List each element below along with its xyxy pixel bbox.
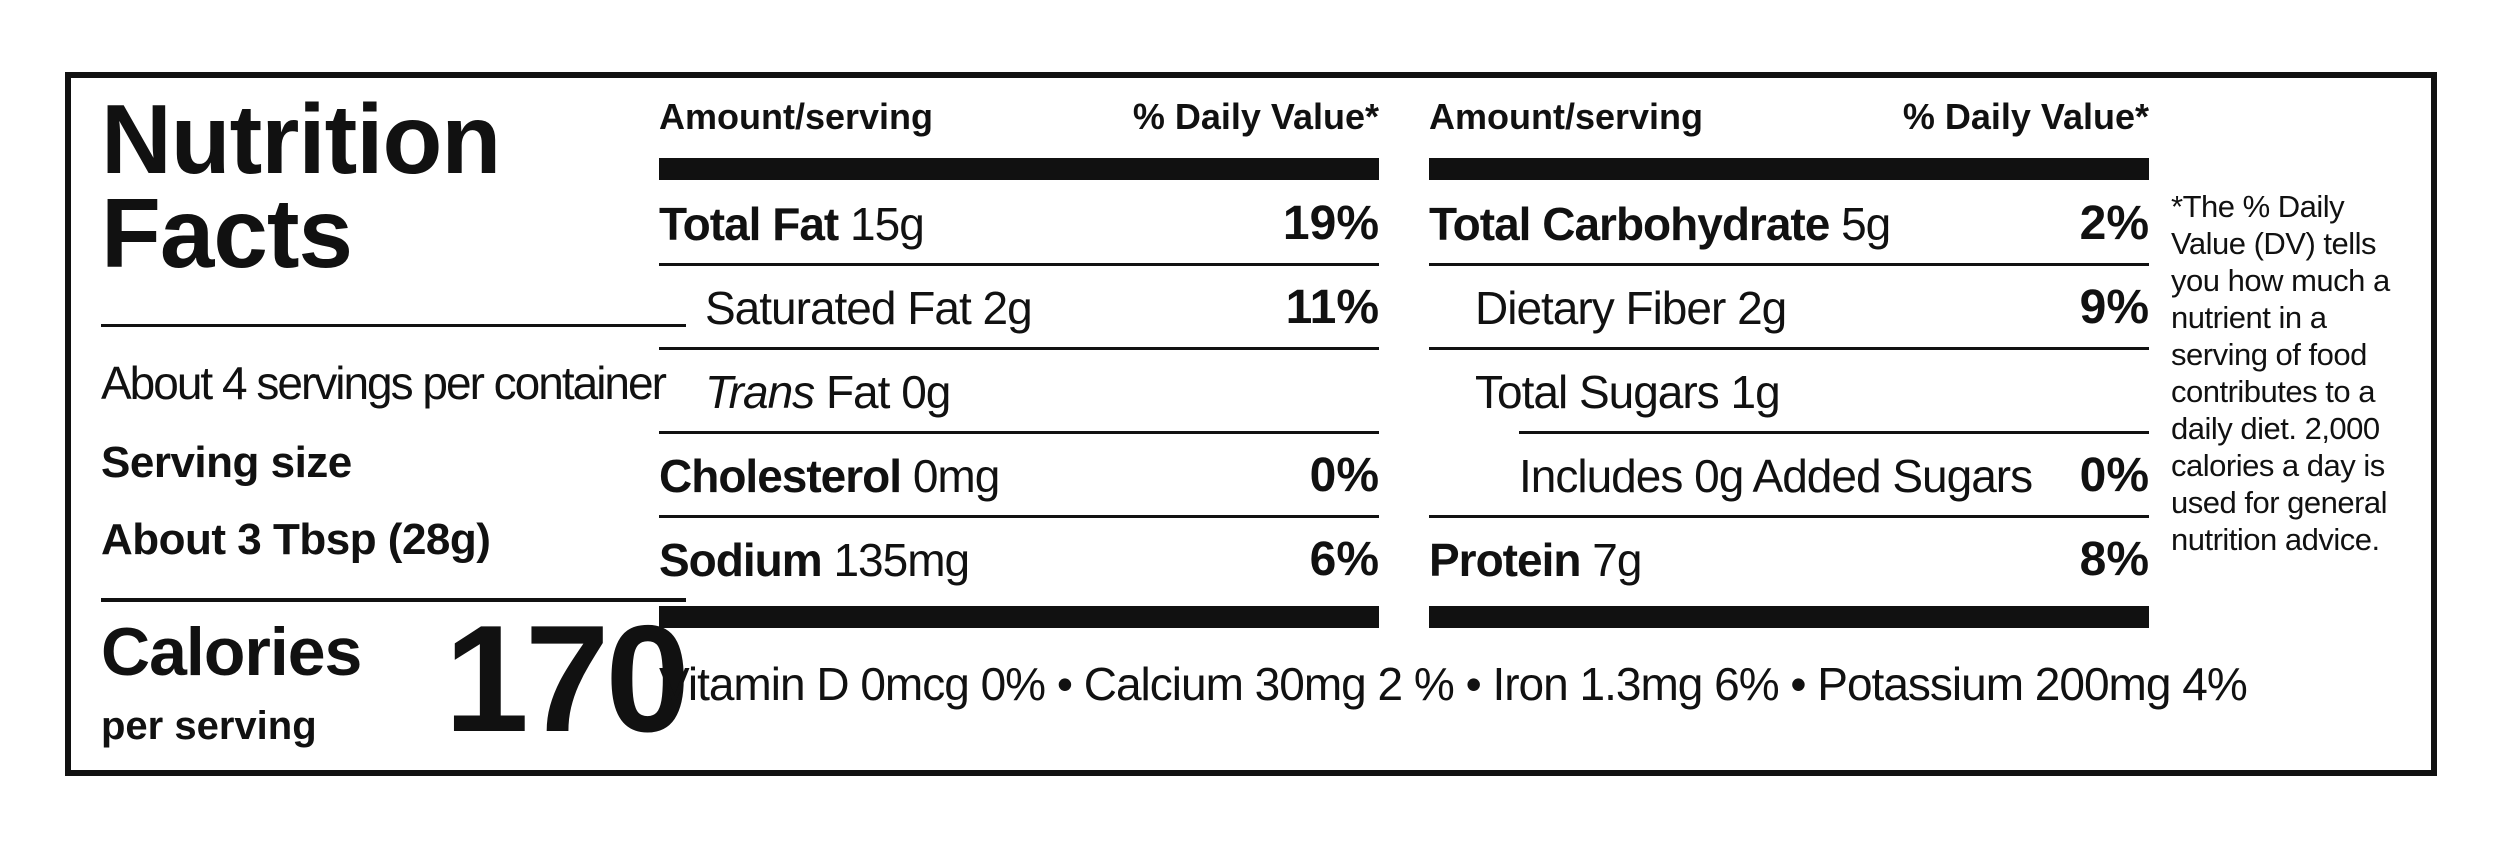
nutrient-amount: 5g [1841,198,1891,250]
divider [101,598,686,602]
row-divider [1429,263,2149,266]
nutrient-dv: 0% [2079,449,2149,502]
header-daily-value: % Daily Value* [1132,96,1379,137]
nutrient-name: Cholesterol 0mg [659,434,1000,518]
nutrient-row-total-sugars: Total Sugars 1g [1429,350,2149,434]
row-divider [659,347,1379,350]
nutrient-dv: 8% [2079,533,2149,586]
nutrient-amount: 0g [901,366,951,418]
nutrient-name: Protein 7g [1429,518,1642,602]
nutrient-amount: 1g [1730,366,1780,418]
nutrient-name: Trans Fat 0g [659,350,951,434]
nutrient-label-rest: Added Sugars [1752,450,2034,502]
nutrient-label: Protein [1429,534,1581,586]
row-divider [659,431,1379,434]
divider [101,324,686,327]
nutrient-label: Cholesterol [659,450,902,502]
label-left-column: Nutrition Facts About 4 servings per con… [101,78,690,770]
nutrient-row-saturated-fat: Saturated Fat 2g 11% [659,266,1379,350]
nutrient-dv: 6% [1309,533,1379,586]
header-amount: Amount/serving [659,96,934,137]
nutrient-row-trans-fat: Trans Fat 0g [659,350,1379,434]
nutrient-label: Fat [825,366,890,418]
servings-per-container: About 4 servings per container [101,357,667,409]
nutrient-label: Saturated Fat [705,282,972,334]
nutrient-amount: 0g [1694,450,1744,502]
vitamins-minerals-line: Vitamin D 0mcg 0% • Calcium 30mg 2 % • I… [659,658,2248,710]
calories-value: 170 [444,594,690,764]
row-divider [659,515,1379,518]
nutrient-row-dietary-fiber: Dietary Fiber 2g 9% [1429,266,2149,350]
nutrient-dv: 9% [2079,281,2149,334]
nutrition-facts-label: Nutrition Facts About 4 servings per con… [65,72,2437,776]
title-line-1: Nutrition [101,84,501,194]
thick-bar [659,606,1379,628]
nutrient-amount: 2g [1737,282,1787,334]
nutrient-dv: 0% [1309,449,1379,502]
header-daily-value: % Daily Value* [1902,96,2149,137]
thick-bar [1429,606,2149,628]
nutrient-name: Saturated Fat 2g [659,266,1033,350]
thick-bar [1429,158,2149,180]
nutrient-dv: 11% [1285,281,1379,334]
nutrient-name: Total Fat 15g [659,182,925,266]
table-header: Amount/serving % Daily Value* [1429,96,2149,142]
calories-sub-label: per serving [101,704,317,748]
nutrient-amount: 7g [1592,534,1642,586]
nutrient-name: Total Sugars 1g [1429,350,1781,434]
nutrient-label-italic: Trans [705,366,815,418]
row-divider [1519,431,2149,434]
nutrient-label: Total Sugars [1475,366,1720,418]
nutrient-amount: 135mg [833,534,970,586]
nutrient-name: Sodium 135mg [659,518,970,602]
serving-size-label: Serving size [101,438,352,487]
label-title: Nutrition Facts [101,84,686,288]
nutrient-name: Total Carbohydrate 5g [1429,182,1891,266]
nutrient-row-cholesterol: Cholesterol 0mg 0% [659,434,1379,518]
nutrient-dv: 2% [2079,197,2149,250]
calories-label: Calories [101,614,362,690]
table-header: Amount/serving % Daily Value* [659,96,1379,142]
daily-value-footnote: *The % Daily Value (DV) tells you how mu… [2171,189,2390,557]
nutrient-row-sodium: Sodium 135mg 6% [659,518,1379,602]
nutrient-row-total-fat: Total Fat 15g 19% [659,182,1379,266]
title-line-2: Facts [101,178,353,288]
nutrient-name: Dietary Fiber 2g [1429,266,1787,350]
nutrient-label: Includes [1519,450,1683,502]
nutrient-row-added-sugars: Includes 0g Added Sugars 0% [1429,434,2149,518]
nutrient-label: Total Carbohydrate [1429,198,1830,250]
nutrient-row-total-carbohydrate: Total Carbohydrate 5g 2% [1429,182,2149,266]
nutrient-label: Total Fat [659,198,839,250]
row-divider [1429,515,2149,518]
serving-size-value: About 3 Tbsp (28g) [101,515,491,564]
row-divider [1429,347,2149,350]
nutrient-amount: 0mg [912,450,1000,502]
nutrient-label: Sodium [659,534,823,586]
row-divider [659,263,1379,266]
header-amount: Amount/serving [1429,96,1704,137]
nutrient-name: Includes 0g Added Sugars [1429,434,2034,518]
nutrient-row-protein: Protein 7g 8% [1429,518,2149,602]
nutrient-dv: 19% [1282,197,1379,250]
nutrient-amount: 15g [850,198,925,250]
thick-bar [659,158,1379,180]
nutrient-amount: 2g [982,282,1033,334]
nutrient-label: Dietary Fiber [1475,282,1726,334]
